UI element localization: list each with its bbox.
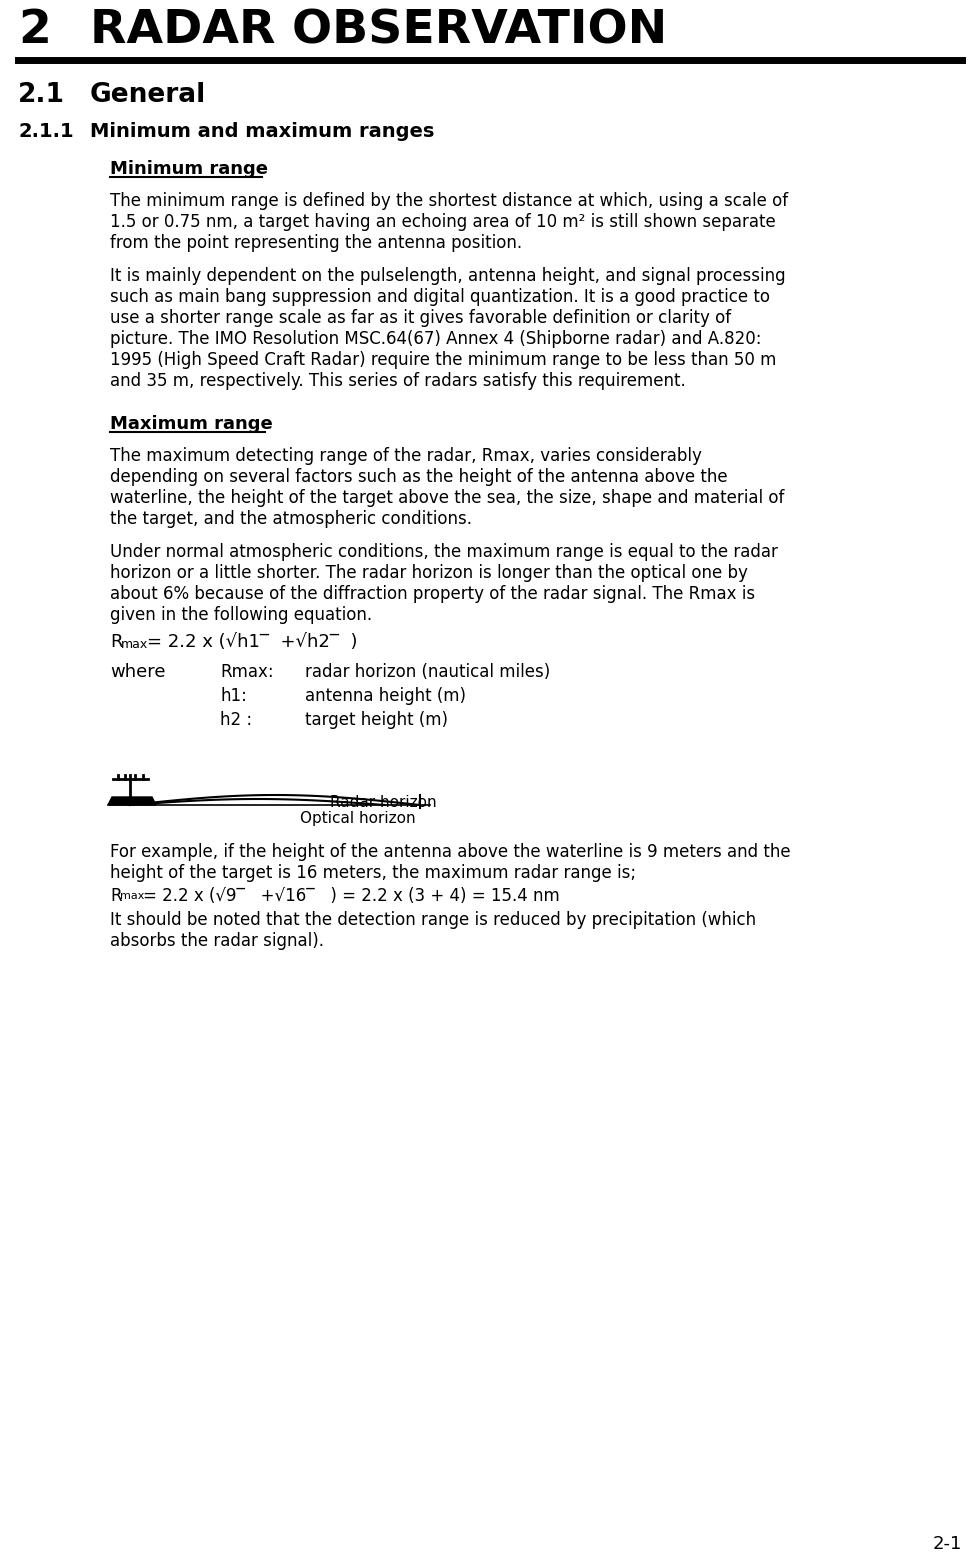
Text: 1.5 or 0.75 nm, a target having an echoing area of 10 m² is still shown separate: 1.5 or 0.75 nm, a target having an echoi… — [110, 213, 776, 231]
Text: and 35 m, respectively. This series of radars satisfy this requirement.: and 35 m, respectively. This series of r… — [110, 372, 686, 390]
Text: Radar horizon: Radar horizon — [330, 795, 437, 810]
Text: It is mainly dependent on the pulselength, antenna height, and signal processing: It is mainly dependent on the pulselengt… — [110, 267, 786, 286]
Text: max: max — [120, 891, 144, 902]
Text: Optical horizon: Optical horizon — [300, 812, 416, 826]
Text: Rmax:: Rmax: — [220, 663, 273, 681]
Text: = 2.2 x (√h1‾  +√h2‾  ): = 2.2 x (√h1‾ +√h2‾ ) — [147, 633, 358, 650]
Text: R: R — [110, 633, 122, 650]
Text: RADAR OBSERVATION: RADAR OBSERVATION — [90, 8, 667, 53]
Text: 1995 (High Speed Craft Radar) require the minimum range to be less than 50 m: 1995 (High Speed Craft Radar) require th… — [110, 351, 776, 369]
Text: 2-1: 2-1 — [933, 1535, 962, 1552]
Text: Minimum and maximum ranges: Minimum and maximum ranges — [90, 123, 434, 141]
Text: depending on several factors such as the height of the antenna above the: depending on several factors such as the… — [110, 469, 727, 486]
Text: For example, if the height of the antenna above the waterline is 9 meters and th: For example, if the height of the antenn… — [110, 843, 791, 861]
Text: The minimum range is defined by the shortest distance at which, using a scale of: The minimum range is defined by the shor… — [110, 192, 788, 210]
Text: h2 :: h2 : — [220, 711, 252, 729]
Text: R: R — [110, 888, 122, 905]
Text: horizon or a little shorter. The radar horizon is longer than the optical one by: horizon or a little shorter. The radar h… — [110, 563, 748, 582]
Text: target height (m): target height (m) — [305, 711, 448, 729]
Text: use a shorter range scale as far as it gives favorable definition or clarity of: use a shorter range scale as far as it g… — [110, 309, 731, 327]
Text: 2: 2 — [18, 8, 51, 53]
Text: Under normal atmospheric conditions, the maximum range is equal to the radar: Under normal atmospheric conditions, the… — [110, 543, 778, 560]
Text: absorbs the radar signal).: absorbs the radar signal). — [110, 933, 324, 950]
Text: the target, and the atmospheric conditions.: the target, and the atmospheric conditio… — [110, 511, 472, 528]
Text: max: max — [121, 638, 148, 650]
Text: radar horizon (nautical miles): radar horizon (nautical miles) — [305, 663, 550, 681]
Text: given in the following equation.: given in the following equation. — [110, 605, 372, 624]
Text: It should be noted that the detection range is reduced by precipitation (which: It should be noted that the detection ra… — [110, 911, 757, 930]
Text: picture. The IMO Resolution MSC.64(67) Annex 4 (Shipborne radar) and A.820:: picture. The IMO Resolution MSC.64(67) A… — [110, 331, 761, 348]
Text: h1:: h1: — [220, 688, 247, 705]
Text: antenna height (m): antenna height (m) — [305, 688, 466, 705]
Text: where: where — [110, 663, 166, 681]
Text: The maximum detecting range of the radar, Rmax, varies considerably: The maximum detecting range of the radar… — [110, 447, 702, 466]
Text: = 2.2 x (√9‾   +√16‾   ) = 2.2 x (3 + 4) = 15.4 nm: = 2.2 x (√9‾ +√16‾ ) = 2.2 x (3 + 4) = 1… — [143, 888, 560, 905]
Text: height of the target is 16 meters, the maximum radar range is;: height of the target is 16 meters, the m… — [110, 864, 636, 882]
Text: General: General — [90, 82, 206, 109]
Text: from the point representing the antenna position.: from the point representing the antenna … — [110, 234, 522, 251]
Text: Minimum range: Minimum range — [110, 160, 268, 178]
Text: 2.1.1: 2.1.1 — [18, 123, 73, 141]
Text: Maximum range: Maximum range — [110, 414, 272, 433]
Text: such as main bang suppression and digital quantization. It is a good practice to: such as main bang suppression and digita… — [110, 289, 770, 306]
Text: about 6% because of the diffraction property of the radar signal. The Rmax is: about 6% because of the diffraction prop… — [110, 585, 756, 604]
Polygon shape — [108, 798, 156, 805]
Text: waterline, the height of the target above the sea, the size, shape and material : waterline, the height of the target abov… — [110, 489, 784, 508]
Text: 2.1: 2.1 — [18, 82, 65, 109]
